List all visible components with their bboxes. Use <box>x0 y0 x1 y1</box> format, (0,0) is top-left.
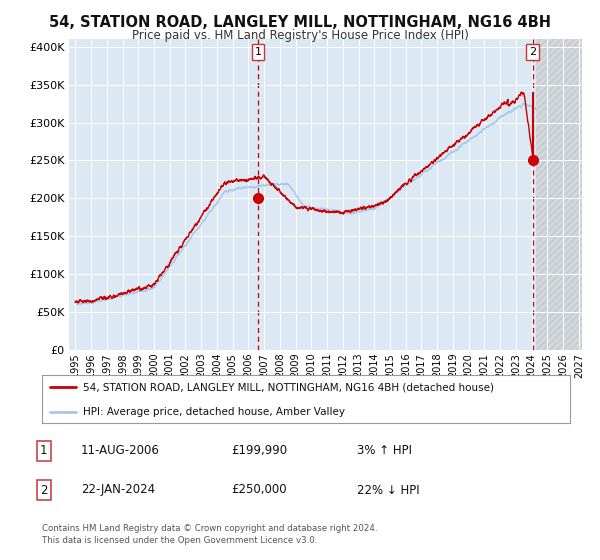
Text: 22-JAN-2024: 22-JAN-2024 <box>81 483 155 497</box>
Text: 54, STATION ROAD, LANGLEY MILL, NOTTINGHAM, NG16 4BH: 54, STATION ROAD, LANGLEY MILL, NOTTINGH… <box>49 15 551 30</box>
Text: Price paid vs. HM Land Registry's House Price Index (HPI): Price paid vs. HM Land Registry's House … <box>131 29 469 42</box>
Text: £199,990: £199,990 <box>231 444 287 458</box>
Text: 22% ↓ HPI: 22% ↓ HPI <box>357 483 419 497</box>
Text: 1: 1 <box>40 444 47 458</box>
Text: 3% ↑ HPI: 3% ↑ HPI <box>357 444 412 458</box>
Text: 1: 1 <box>254 47 262 57</box>
Text: 11-AUG-2006: 11-AUG-2006 <box>81 444 160 458</box>
Text: 2: 2 <box>40 483 47 497</box>
Text: £250,000: £250,000 <box>231 483 287 497</box>
Text: 2: 2 <box>529 47 536 57</box>
Text: Contains HM Land Registry data © Crown copyright and database right 2024.
This d: Contains HM Land Registry data © Crown c… <box>42 524 377 545</box>
Bar <box>536 39 582 350</box>
Bar <box>536 39 582 350</box>
Text: HPI: Average price, detached house, Amber Valley: HPI: Average price, detached house, Ambe… <box>83 407 345 417</box>
Text: 54, STATION ROAD, LANGLEY MILL, NOTTINGHAM, NG16 4BH (detached house): 54, STATION ROAD, LANGLEY MILL, NOTTINGH… <box>83 382 494 392</box>
